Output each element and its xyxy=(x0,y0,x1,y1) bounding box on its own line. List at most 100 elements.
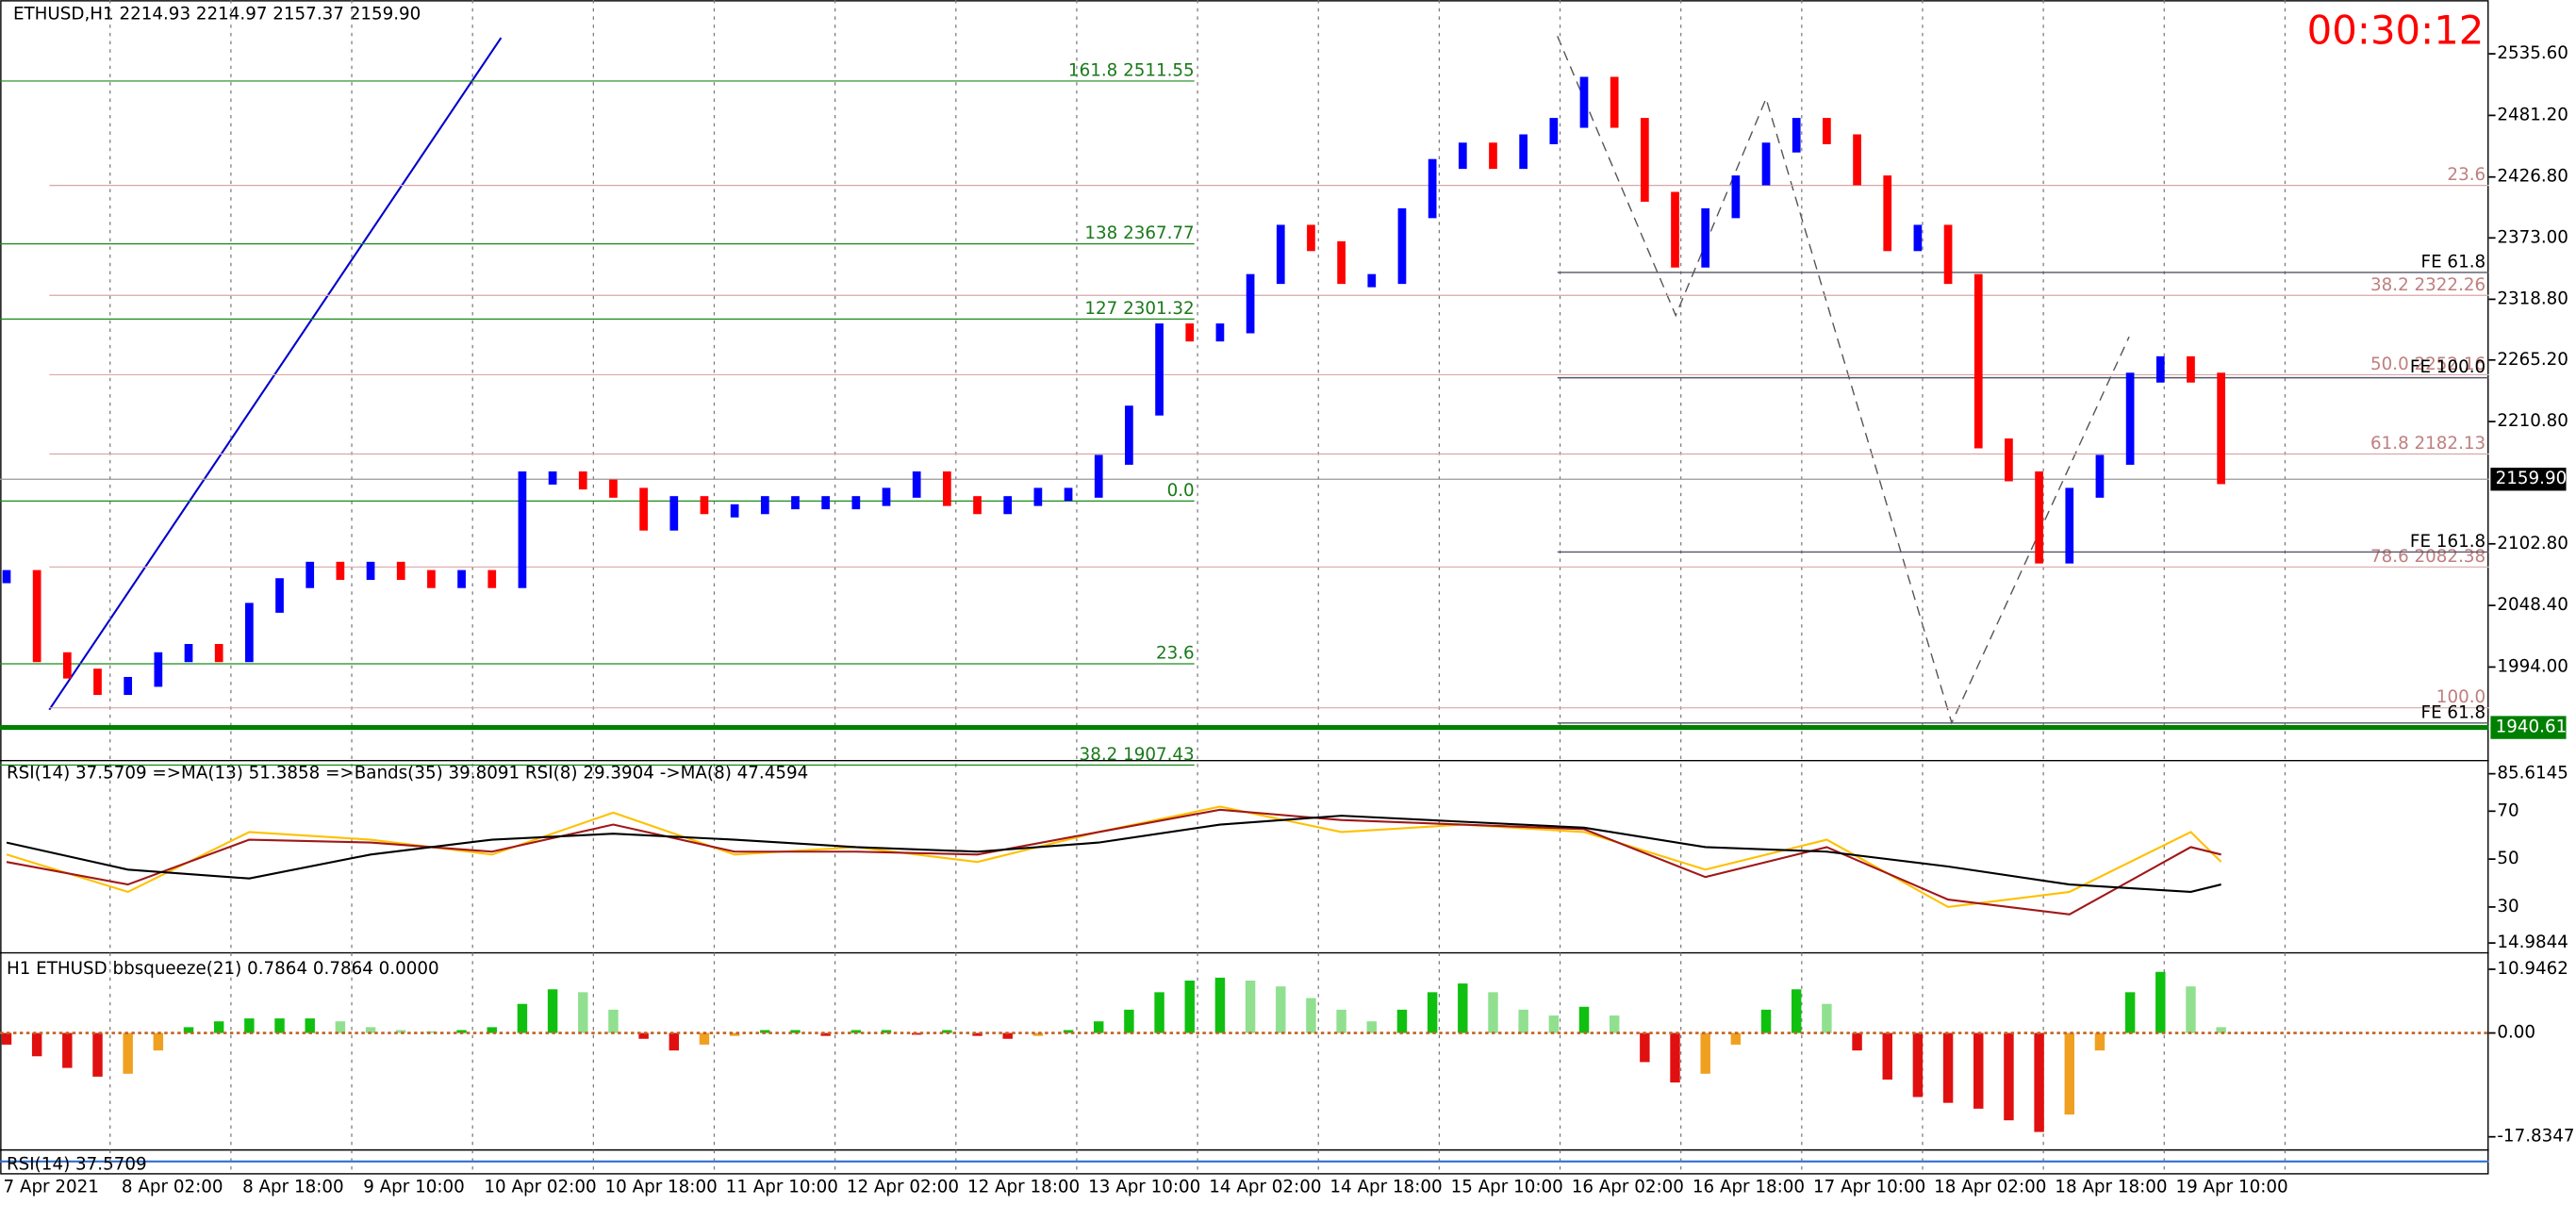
price-bar xyxy=(1003,496,1013,515)
price-bar xyxy=(760,496,769,515)
y-tick-label: 85.6145 xyxy=(2497,764,2568,784)
squeeze-bar xyxy=(1882,1032,1892,1080)
price-bar xyxy=(1671,191,1679,268)
squeeze-bar xyxy=(578,992,588,1033)
price-bar xyxy=(1610,76,1619,128)
price-bar xyxy=(336,561,345,581)
price-bar xyxy=(1125,405,1133,465)
squeeze-bar xyxy=(1548,1015,1560,1033)
squeeze-bar xyxy=(1366,1021,1378,1033)
price-bar xyxy=(851,496,861,510)
y-tick-label: 10.9462 xyxy=(2497,959,2568,979)
fe-label: FE 100.0 xyxy=(2410,357,2485,377)
rsi-line xyxy=(6,808,2221,916)
price-bar xyxy=(882,487,891,506)
price-bar xyxy=(1853,134,1861,186)
squeeze-bar xyxy=(2124,992,2136,1033)
price-bar xyxy=(700,496,709,515)
x-tick-label: 18 Apr 18:00 xyxy=(2055,1178,2167,1197)
squeeze-bar xyxy=(365,1027,376,1033)
squeeze-bar xyxy=(2216,1027,2226,1033)
squeeze-bar xyxy=(760,1030,770,1033)
squeeze-bar xyxy=(456,1030,467,1033)
squeeze-bar xyxy=(850,1030,862,1033)
x-tick-label: 12 Apr 18:00 xyxy=(967,1178,1080,1197)
price-bar xyxy=(1367,273,1377,288)
x-tick-label: 18 Apr 02:00 xyxy=(1934,1178,2046,1197)
price-box xyxy=(2490,468,2567,491)
squeeze-bar xyxy=(517,1003,528,1033)
price-bar xyxy=(2217,372,2225,485)
price-bar xyxy=(821,496,831,510)
price-bar xyxy=(1307,224,1315,252)
rsi-mini-title: RSI(14) 37.5709 xyxy=(7,1154,147,1174)
squeeze-bar xyxy=(62,1032,73,1068)
squeeze-bar xyxy=(1245,980,1256,1033)
squeeze-bar xyxy=(1852,1032,1862,1051)
x-tick-label: 14 Apr 02:00 xyxy=(1209,1178,1321,1197)
squeeze-bar xyxy=(1002,1032,1013,1039)
squeeze-bar xyxy=(213,1021,224,1033)
squeeze-bar xyxy=(2064,1032,2075,1115)
squeeze-bar xyxy=(790,1030,801,1033)
y-tick-label: 2535.60 xyxy=(2497,43,2568,63)
squeeze-bar xyxy=(1640,1032,1650,1063)
squeeze-bar xyxy=(2186,986,2196,1033)
price-label: 2159.90 xyxy=(2496,469,2568,488)
squeeze-bar xyxy=(2004,1032,2014,1121)
rsi-line xyxy=(6,805,2222,909)
squeeze-bar xyxy=(1760,1009,1772,1033)
price-bar xyxy=(154,652,163,687)
fe-label: FE 61.8 xyxy=(2421,252,2486,272)
price-bar xyxy=(1185,323,1195,342)
price-bar xyxy=(1913,224,1923,252)
price-bar xyxy=(124,676,133,696)
fib-label: 23.6 xyxy=(2447,165,2485,185)
squeeze-bar xyxy=(1791,989,1802,1033)
squeeze-bar xyxy=(638,1032,649,1039)
x-tick-label: 13 Apr 10:00 xyxy=(1088,1178,1200,1197)
price-bar xyxy=(2155,355,2165,383)
squeeze-bar xyxy=(1154,992,1164,1033)
price-bar xyxy=(2095,454,2105,498)
squeeze-bar xyxy=(2034,1032,2044,1132)
price-bar xyxy=(2125,372,2135,465)
y-tick-label: 2102.80 xyxy=(2497,534,2568,553)
squeeze-bar xyxy=(426,1031,437,1033)
price-bar xyxy=(1640,118,1649,202)
squeeze-bar xyxy=(1306,998,1316,1033)
x-tick-label: 8 Apr 02:00 xyxy=(122,1178,223,1197)
fib-label: 138 2367.77 xyxy=(1084,223,1194,243)
price-bar xyxy=(396,561,405,581)
squeeze-bar xyxy=(1942,1032,1954,1103)
squeeze-bar xyxy=(699,1032,710,1045)
squeeze-bar xyxy=(1124,1009,1134,1033)
fib-label: 38.2 2322.26 xyxy=(2370,275,2485,295)
squeeze-bar xyxy=(183,1027,194,1033)
price-bar xyxy=(1973,273,1983,449)
price-bar xyxy=(1489,142,1497,170)
rsi-line xyxy=(6,815,2221,893)
y-tick-label: 2210.80 xyxy=(2497,411,2568,431)
fib-label: 127 2301.32 xyxy=(1084,299,1194,319)
trend-line xyxy=(48,37,503,711)
x-tick-label: 16 Apr 02:00 xyxy=(1572,1178,1684,1197)
price-bar xyxy=(1731,175,1741,219)
x-tick-label: 16 Apr 18:00 xyxy=(1693,1178,1805,1197)
squeeze-bar xyxy=(487,1027,497,1033)
fib-label: 61.8 2182.13 xyxy=(2370,434,2485,454)
squeeze-bar xyxy=(1912,1032,1924,1098)
price-bar xyxy=(214,644,223,663)
fib-label: 161.8 2511.55 xyxy=(1068,60,1195,80)
zigzag xyxy=(1557,36,2130,725)
squeeze-bar xyxy=(1032,1032,1044,1036)
squeeze-bar xyxy=(244,1018,255,1033)
x-tick-label: 19 Apr 10:00 xyxy=(2175,1178,2287,1197)
x-tick-label: 7 Apr 2021 xyxy=(3,1178,98,1197)
price-bar xyxy=(639,487,648,531)
squeeze-title: H1 ETHUSD bbsqueeze(21) 0.7864 0.7864 0.… xyxy=(7,959,439,979)
x-tick-label: 17 Apr 10:00 xyxy=(1813,1178,1925,1197)
price-bar xyxy=(1458,142,1467,170)
price-bar xyxy=(1943,224,1953,285)
